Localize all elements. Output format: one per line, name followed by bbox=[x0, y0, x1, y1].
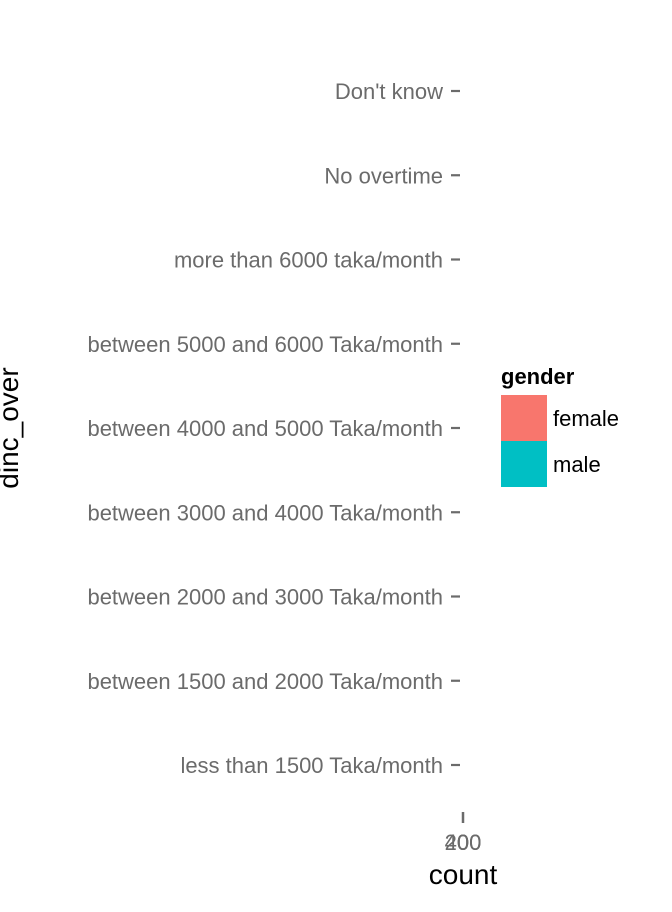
y-tick-label: between 2000 and 3000 Taka/month bbox=[87, 585, 443, 610]
y-tick-label: between 1500 and 2000 Taka/month bbox=[87, 669, 443, 694]
y-tick-label: No overtime bbox=[324, 163, 443, 188]
y-axis: less than 1500 Taka/month between 1500 an… bbox=[87, 79, 460, 778]
y-tick-label: more than 6000 taka/month bbox=[174, 248, 443, 273]
y-tick-label: between 5000 and 6000 Taka/month bbox=[87, 332, 443, 357]
y-tick-label: Don't know bbox=[335, 79, 443, 104]
x-tick-label: 0 bbox=[457, 830, 469, 855]
x-tick-label: 200 bbox=[445, 830, 482, 855]
legend-title: gender bbox=[501, 364, 575, 389]
legend-label: male bbox=[553, 452, 601, 477]
x-axis-title: count bbox=[429, 859, 498, 890]
y-tick-label: between 3000 and 4000 Taka/month bbox=[87, 500, 443, 525]
y-tick-label: less than 1500 Taka/month bbox=[180, 753, 443, 778]
legend-key-male bbox=[501, 441, 547, 487]
legend-key-female bbox=[501, 395, 547, 441]
y-axis-title: dinc_over bbox=[0, 367, 24, 488]
legend-label: female bbox=[553, 406, 619, 431]
legend: gender female male bbox=[501, 364, 619, 487]
x-tick-label: 400 bbox=[445, 830, 482, 855]
y-tick-label: between 4000 and 5000 Taka/month bbox=[87, 416, 443, 441]
